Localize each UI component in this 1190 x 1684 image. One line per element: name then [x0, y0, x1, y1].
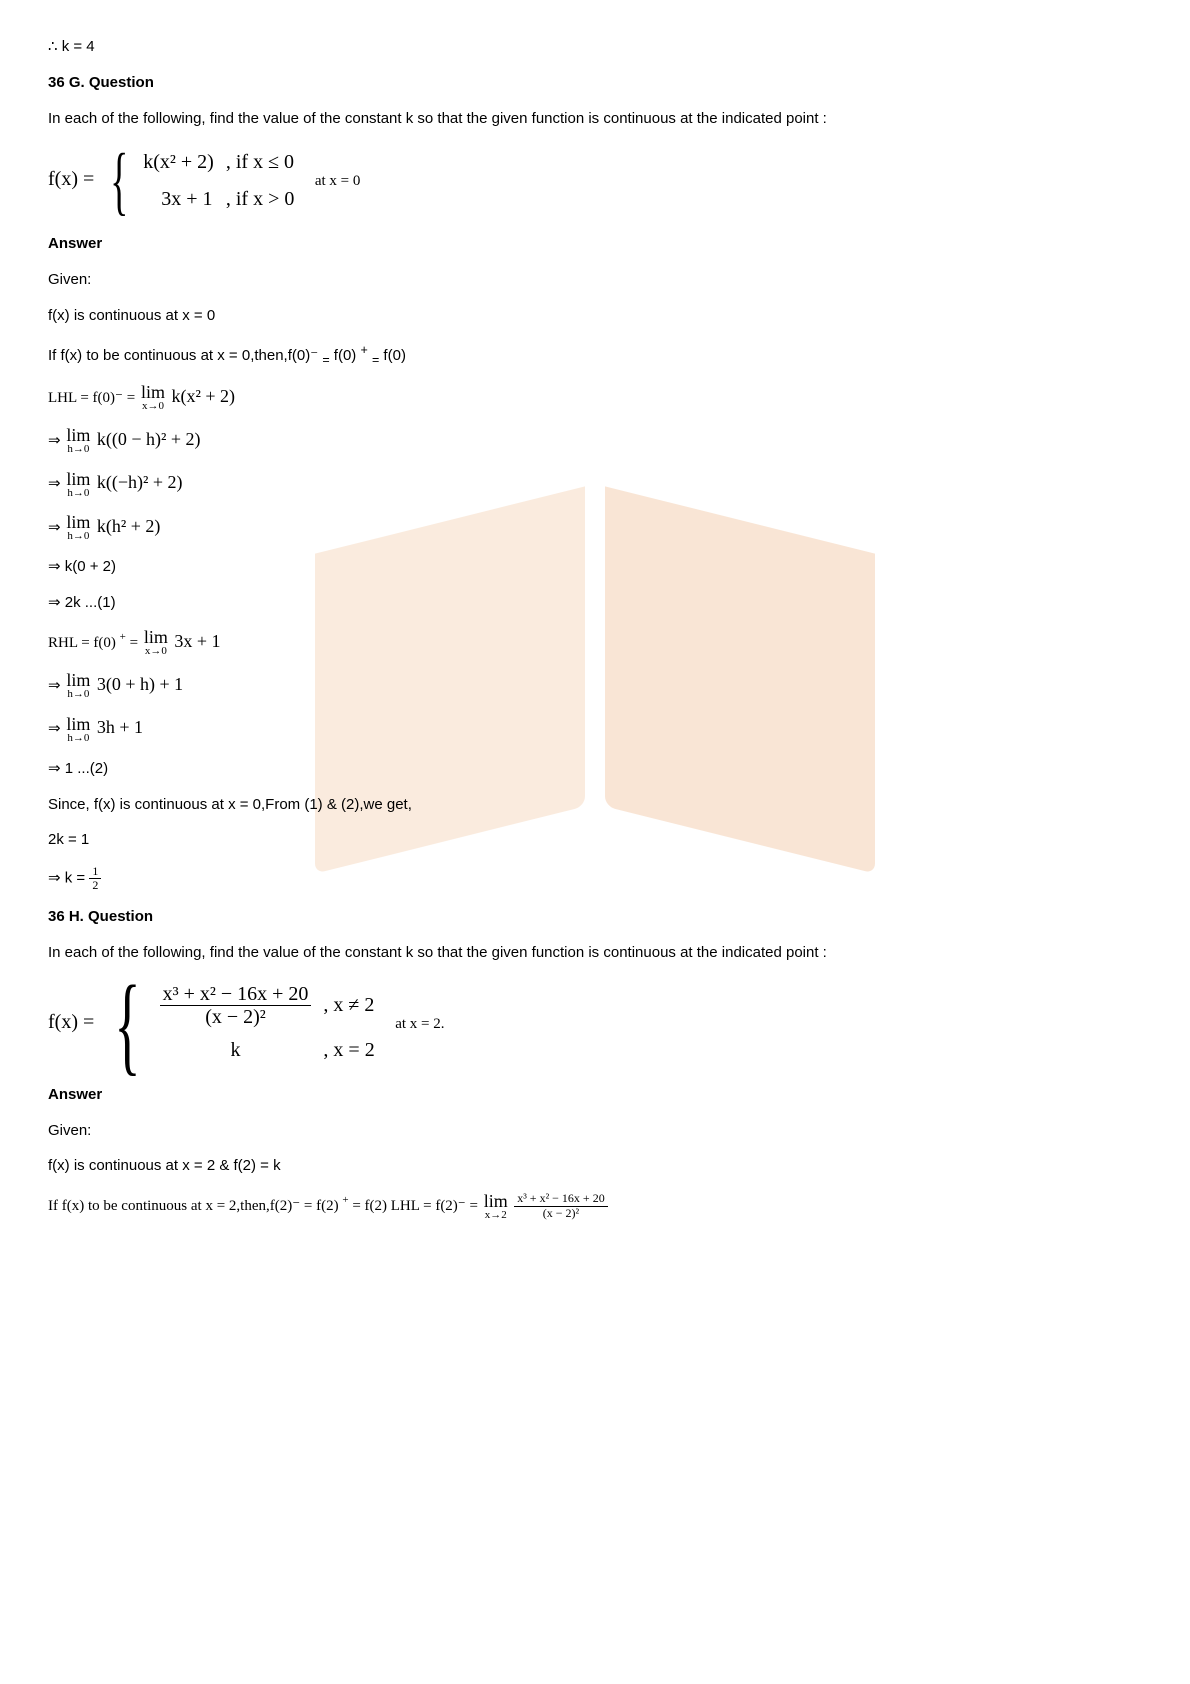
lhl-step1: ⇒ limh→0 k((0 − h)² + 2) [48, 426, 1142, 455]
fx-label: f(x) = [48, 168, 94, 190]
case1-expr: x³ + x² − 16x + 20 (x − 2)² [160, 980, 322, 1031]
lhl-prefix: LHL = f(0)⁻ = [48, 390, 139, 406]
fx-label: f(x) = [48, 1011, 94, 1033]
rhl-prefix: RHL = f(0) [48, 635, 120, 651]
lhl-step4: ⇒ k(0 + 2) [48, 556, 1142, 578]
lhl-step5: ⇒ 2k ...(1) [48, 592, 1142, 614]
at-point: at x = 0 [315, 173, 361, 189]
rhl-expr: 3x + 1 [174, 631, 220, 651]
limit-icon: limx→2 [484, 1192, 508, 1221]
limit-icon: limh→0 [66, 426, 90, 455]
conclusion-2: 2k = 1 [48, 829, 1142, 851]
case2-cond: , x = 2 [323, 1033, 384, 1068]
fraction-half: 12 [89, 865, 101, 892]
lhl-expr: k(x² + 2) [171, 386, 235, 406]
step-expr: k((−h)² + 2) [97, 472, 183, 492]
step-expr: k(h² + 2) [97, 516, 161, 536]
h-fraction: x³ + x² − 16x + 20 (x − 2)² [514, 1192, 608, 1219]
question-36h-text: In each of the following, find the value… [48, 942, 1142, 964]
limit-icon: limh→0 [66, 513, 90, 542]
case1-cond: , if x ≤ 0 [226, 145, 305, 180]
case2-cond: , if x > 0 [226, 182, 305, 217]
cond-eq1: = [322, 353, 329, 367]
document-body: ∴ k = 4 36 G. Question In each of the fo… [48, 36, 1142, 1221]
arrow-icon: ⇒ [48, 721, 64, 737]
question-36g-text: In each of the following, find the value… [48, 108, 1142, 130]
given-label: Given: [48, 269, 1142, 291]
at-point: at x = 2. [395, 1016, 444, 1032]
cond-c: f(0) [379, 347, 406, 364]
h-cond-b: = f(2) LHL = f(2)⁻ = [349, 1198, 482, 1214]
arrow-icon: ⇒ [48, 520, 64, 536]
h-given-1: f(x) is continuous at x = 2 & f(2) = k [48, 1155, 1142, 1177]
lhl-line: LHL = f(0)⁻ = limx→0 k(x² + 2) [48, 383, 1142, 412]
answer-label-h: Answer [48, 1084, 1142, 1106]
case2-expr: k [160, 1033, 322, 1068]
given-1: f(x) is continuous at x = 0 [48, 305, 1142, 327]
k-equals: ⇒ k = [48, 870, 89, 887]
prev-result: ∴ k = 4 [48, 36, 1142, 58]
question-36h-heading: 36 H. Question [48, 906, 1142, 928]
left-brace-icon: { [110, 151, 128, 211]
conclusion-3: ⇒ k = 12 [48, 865, 1142, 892]
step-expr: 3h + 1 [97, 717, 143, 737]
given-label-h: Given: [48, 1120, 1142, 1142]
cond-sup: + [360, 343, 367, 357]
step-expr: k((0 − h)² + 2) [97, 429, 201, 449]
case1-expr: k(x² + 2) [143, 145, 224, 180]
answer-label: Answer [48, 233, 1142, 255]
arrow-icon: ⇒ [48, 476, 64, 492]
rhl-step2: ⇒ limh→0 3h + 1 [48, 714, 1142, 743]
lhl-step3: ⇒ limh→0 k(h² + 2) [48, 513, 1142, 542]
limit-icon: limh→0 [66, 470, 90, 499]
case2-expr: 3x + 1 [143, 182, 224, 217]
continuity-condition: If f(x) to be continuous at x = 0,then,f… [48, 341, 1142, 369]
limit-icon: limh→0 [66, 671, 90, 700]
question-36g-piecewise: f(x) = { k(x² + 2) , if x ≤ 0 3x + 1 , i… [48, 143, 1142, 219]
limit-icon: limx→0 [141, 383, 165, 412]
arrow-icon: ⇒ [48, 433, 64, 449]
h-cond-a: If f(x) to be continuous at x = 2,then,f… [48, 1198, 342, 1214]
limit-icon: limh→0 [66, 715, 90, 744]
limit-icon: limx→0 [144, 628, 168, 657]
lhl-step2: ⇒ limh→0 k((−h)² + 2) [48, 469, 1142, 498]
rhl-step1: ⇒ limh→0 3(0 + h) + 1 [48, 671, 1142, 700]
question-36h-piecewise: f(x) = { x³ + x² − 16x + 20 (x − 2)² , [48, 978, 1142, 1070]
cond-b: f(0) [330, 347, 361, 364]
arrow-icon: ⇒ [48, 678, 64, 694]
rhl-line: RHL = f(0) + = limx→0 3x + 1 [48, 628, 1142, 657]
rhl-step3: ⇒ 1 ...(2) [48, 758, 1142, 780]
h-continuity-line: If f(x) to be continuous at x = 2,then,f… [48, 1191, 1142, 1220]
rhl-eq: = [126, 635, 142, 651]
conclusion-1: Since, f(x) is continuous at x = 0,From … [48, 794, 1142, 816]
question-36g-heading: 36 G. Question [48, 72, 1142, 94]
left-brace-icon: { [114, 984, 140, 1064]
step-expr: 3(0 + h) + 1 [97, 674, 183, 694]
case1-cond: , x ≠ 2 [323, 980, 384, 1031]
cond-a: If f(x) to be continuous at x = 0,then,f… [48, 347, 322, 364]
